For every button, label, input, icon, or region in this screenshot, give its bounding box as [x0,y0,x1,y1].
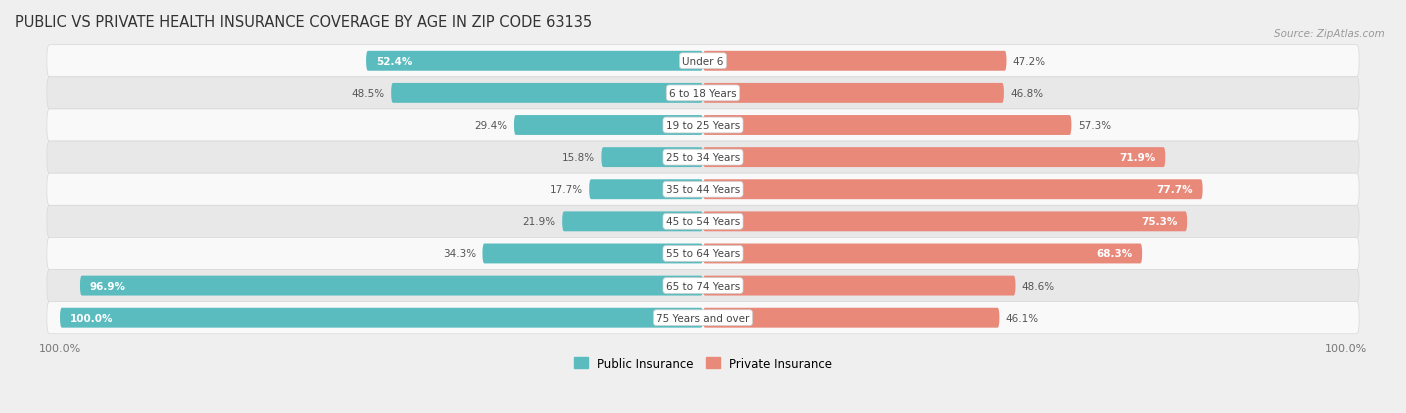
FancyBboxPatch shape [703,244,1142,264]
FancyBboxPatch shape [60,308,703,328]
Text: 45 to 54 Years: 45 to 54 Years [666,217,740,227]
FancyBboxPatch shape [46,270,1360,302]
FancyBboxPatch shape [46,174,1360,206]
FancyBboxPatch shape [703,148,1166,168]
FancyBboxPatch shape [703,276,1015,296]
Text: 35 to 44 Years: 35 to 44 Years [666,185,740,195]
Text: 52.4%: 52.4% [375,57,412,66]
Text: 25 to 34 Years: 25 to 34 Years [666,153,740,163]
FancyBboxPatch shape [46,78,1360,110]
Text: PUBLIC VS PRIVATE HEALTH INSURANCE COVERAGE BY AGE IN ZIP CODE 63135: PUBLIC VS PRIVATE HEALTH INSURANCE COVER… [15,15,592,30]
Text: 71.9%: 71.9% [1119,153,1156,163]
Text: 47.2%: 47.2% [1012,57,1046,66]
Text: 17.7%: 17.7% [550,185,582,195]
Text: 19 to 25 Years: 19 to 25 Years [666,121,740,131]
FancyBboxPatch shape [391,84,703,104]
FancyBboxPatch shape [366,52,703,71]
FancyBboxPatch shape [515,116,703,135]
Text: 100.0%: 100.0% [70,313,112,323]
FancyBboxPatch shape [602,148,703,168]
Text: 48.6%: 48.6% [1022,281,1054,291]
FancyBboxPatch shape [562,212,703,232]
Text: 29.4%: 29.4% [474,121,508,131]
Text: 75.3%: 75.3% [1142,217,1178,227]
FancyBboxPatch shape [482,244,703,264]
Text: 21.9%: 21.9% [523,217,555,227]
FancyBboxPatch shape [46,238,1360,270]
Text: 46.8%: 46.8% [1011,89,1043,99]
Text: 77.7%: 77.7% [1156,185,1192,195]
FancyBboxPatch shape [703,308,1000,328]
Text: Source: ZipAtlas.com: Source: ZipAtlas.com [1274,29,1385,39]
FancyBboxPatch shape [46,206,1360,238]
Text: 55 to 64 Years: 55 to 64 Years [666,249,740,259]
FancyBboxPatch shape [80,276,703,296]
FancyBboxPatch shape [703,180,1202,200]
Text: 48.5%: 48.5% [352,89,385,99]
FancyBboxPatch shape [46,45,1360,78]
FancyBboxPatch shape [46,110,1360,142]
FancyBboxPatch shape [703,116,1071,135]
FancyBboxPatch shape [703,84,1004,104]
Text: Under 6: Under 6 [682,57,724,66]
Text: 75 Years and over: 75 Years and over [657,313,749,323]
Text: 6 to 18 Years: 6 to 18 Years [669,89,737,99]
Text: 68.3%: 68.3% [1097,249,1132,259]
Text: 57.3%: 57.3% [1078,121,1111,131]
Legend: Public Insurance, Private Insurance: Public Insurance, Private Insurance [569,352,837,375]
Text: 46.1%: 46.1% [1005,313,1039,323]
Text: 65 to 74 Years: 65 to 74 Years [666,281,740,291]
FancyBboxPatch shape [589,180,703,200]
FancyBboxPatch shape [46,302,1360,334]
Text: 34.3%: 34.3% [443,249,477,259]
Text: 15.8%: 15.8% [562,153,595,163]
FancyBboxPatch shape [46,142,1360,174]
FancyBboxPatch shape [703,52,1007,71]
Text: 96.9%: 96.9% [90,281,125,291]
FancyBboxPatch shape [703,212,1187,232]
